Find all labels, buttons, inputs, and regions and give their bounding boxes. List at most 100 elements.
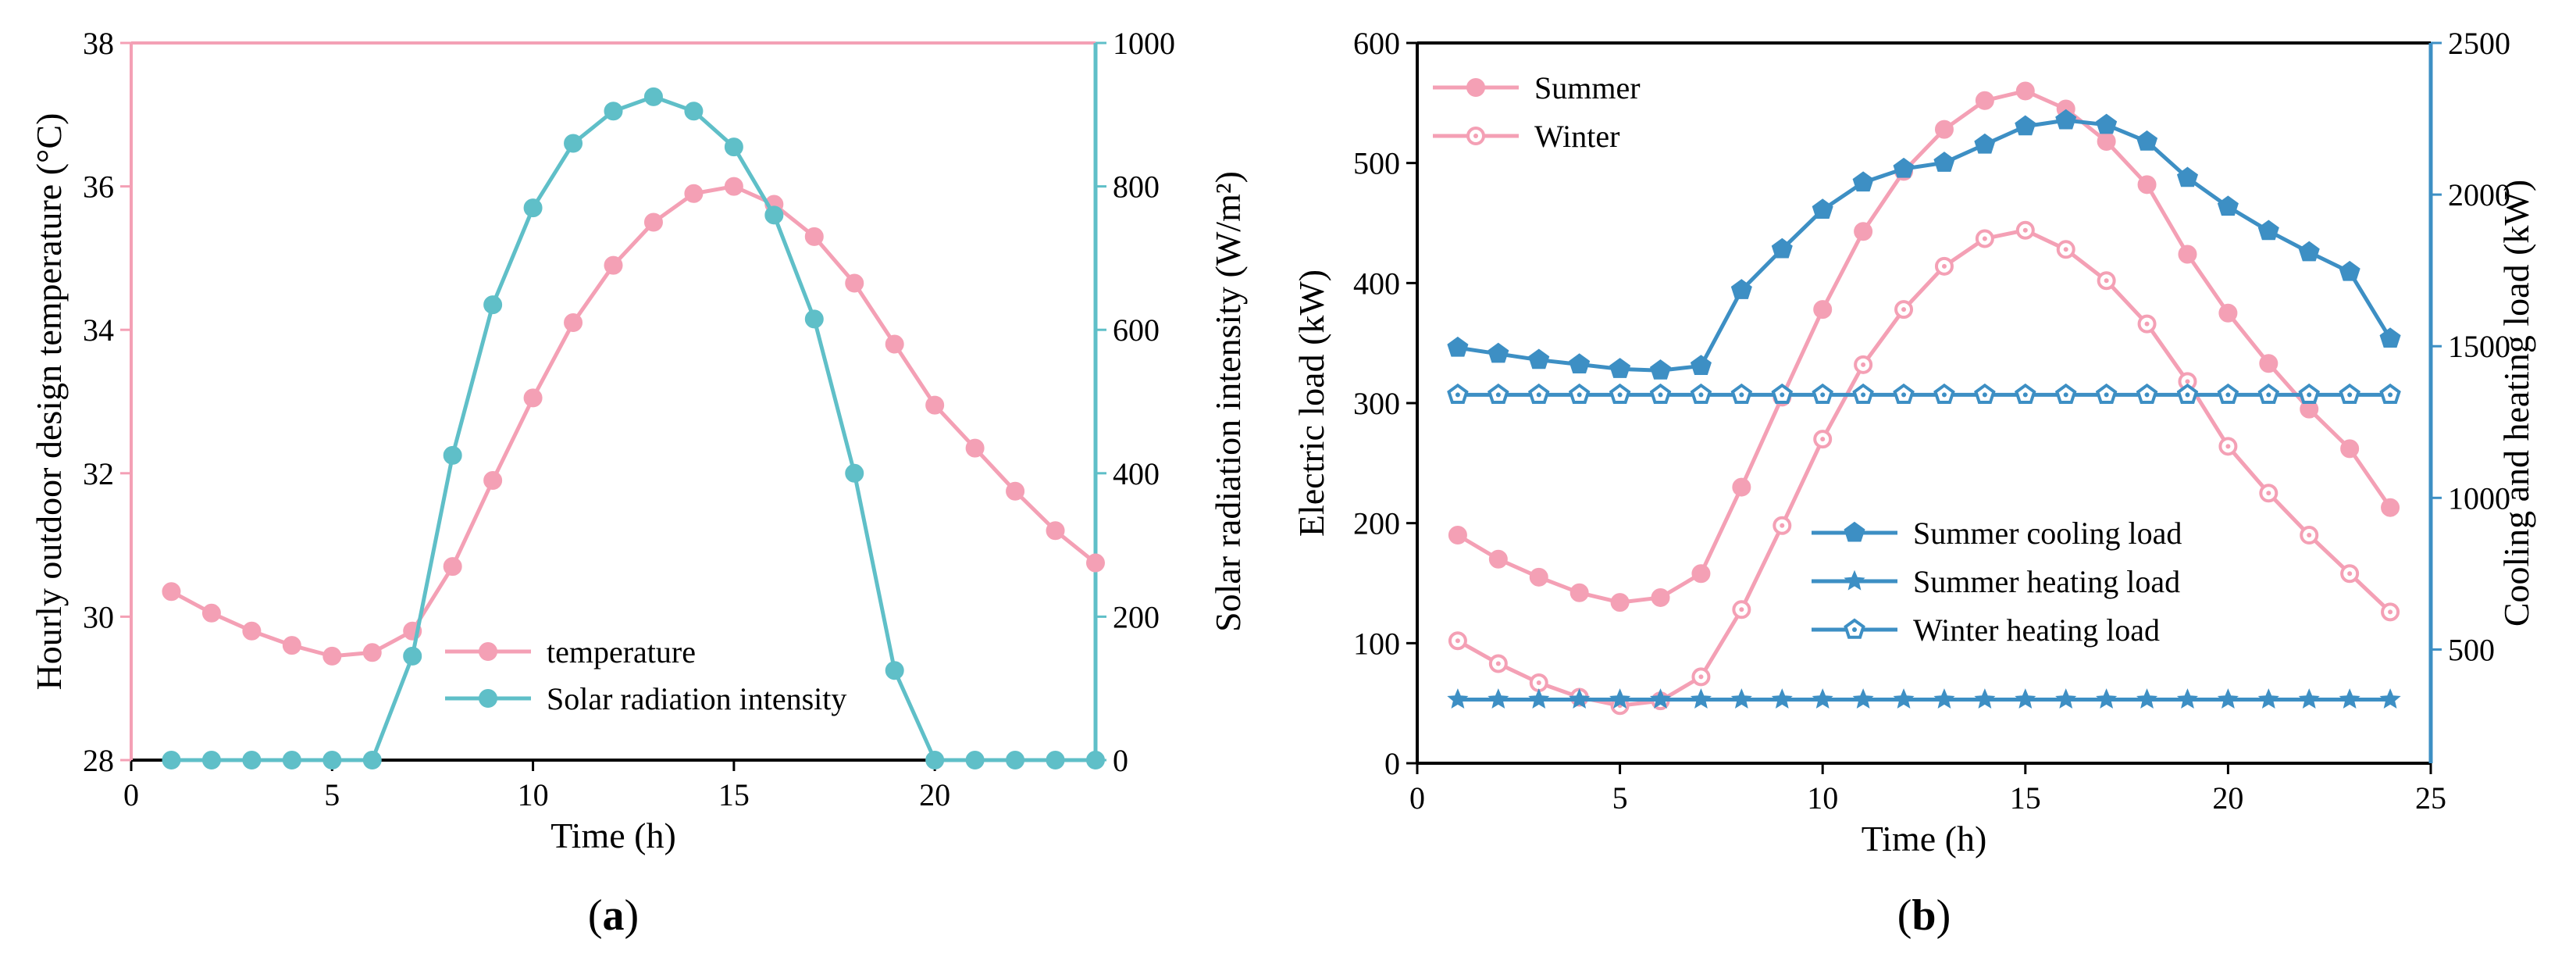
data-point bbox=[2176, 688, 2199, 709]
data-point bbox=[2257, 383, 2280, 405]
legend-marker-dot bbox=[1473, 134, 1478, 138]
data-point bbox=[523, 388, 543, 408]
data-point bbox=[2176, 166, 2199, 187]
data-point bbox=[724, 177, 743, 196]
data-point bbox=[403, 646, 422, 666]
series-0 bbox=[162, 177, 1105, 666]
data-point-dot bbox=[2104, 278, 2109, 284]
data-point bbox=[1812, 383, 1833, 405]
data-point bbox=[925, 751, 945, 769]
data-point-dot bbox=[1455, 638, 1460, 644]
data-point bbox=[2379, 327, 2401, 348]
data-point bbox=[2340, 439, 2360, 459]
data-point bbox=[362, 643, 382, 662]
chart-panel-a: 0 5 10 15 20 28 30 32 34 36 38 0 200 400 600 800 1000 Tim… bbox=[29, 26, 1248, 940]
y-right-tick-label: 1000 bbox=[1113, 26, 1175, 61]
data-point bbox=[2136, 383, 2158, 405]
data-point-dot bbox=[1577, 392, 1582, 398]
data-point-dot bbox=[2347, 571, 2353, 577]
data-point bbox=[1610, 593, 1630, 612]
data-point-dot bbox=[1780, 392, 1785, 398]
data-point bbox=[2015, 115, 2036, 136]
data-point bbox=[1006, 481, 1025, 501]
data-point bbox=[1609, 688, 1631, 709]
data-point-dot bbox=[1536, 392, 1541, 398]
legend-label: Winter bbox=[1534, 119, 1619, 154]
data-point bbox=[1086, 751, 1105, 769]
data-point-dot bbox=[1495, 661, 1501, 666]
data-point-dot bbox=[1739, 607, 1744, 612]
data-point bbox=[2218, 303, 2238, 323]
data-point bbox=[282, 636, 301, 655]
data-point bbox=[2056, 240, 2075, 259]
data-point bbox=[1006, 751, 1025, 769]
data-point-dot bbox=[2307, 533, 2312, 538]
data-point bbox=[2218, 437, 2238, 456]
data-point bbox=[764, 205, 784, 225]
data-point bbox=[1732, 477, 1751, 497]
data-point bbox=[1933, 152, 1955, 172]
data-point bbox=[1771, 237, 1793, 259]
data-point bbox=[604, 255, 623, 275]
data-point-dot bbox=[2185, 392, 2190, 398]
data-point bbox=[1690, 355, 1712, 375]
data-point bbox=[1529, 567, 1548, 587]
data-point bbox=[362, 751, 382, 769]
data-point bbox=[1448, 526, 1467, 545]
legend-marker bbox=[479, 689, 497, 708]
data-point bbox=[1730, 688, 1752, 709]
data-point bbox=[1488, 549, 1508, 569]
data-point bbox=[2217, 195, 2239, 216]
data-point bbox=[1771, 383, 1794, 405]
data-point bbox=[1934, 256, 1954, 276]
data-point bbox=[2096, 113, 2118, 134]
x-tick-label: 10 bbox=[1807, 780, 1838, 816]
data-point bbox=[201, 751, 221, 769]
y-left-tick-label: 300 bbox=[1353, 386, 1400, 421]
data-point-dot bbox=[2225, 392, 2231, 398]
data-point bbox=[1732, 600, 1751, 619]
data-point bbox=[2055, 109, 2077, 130]
data-point bbox=[1448, 631, 1467, 651]
data-point bbox=[483, 470, 503, 490]
data-point bbox=[2137, 175, 2157, 195]
y-left-tick-label: 600 bbox=[1353, 26, 1400, 61]
panel-label-letter: b bbox=[1912, 891, 1936, 940]
x-tick-label: 5 bbox=[324, 777, 340, 812]
data-point bbox=[322, 646, 342, 666]
data-point bbox=[1893, 157, 1915, 178]
y-right-tick-label: 2000 bbox=[2448, 177, 2510, 212]
data-point bbox=[1813, 430, 1833, 449]
data-point bbox=[1974, 383, 1996, 405]
data-point-dot bbox=[1982, 392, 1987, 398]
data-point bbox=[443, 557, 462, 577]
data-point bbox=[1529, 673, 1548, 693]
legend-label: Winter heating load bbox=[1913, 612, 2160, 648]
data-point bbox=[242, 751, 262, 769]
legend-marker bbox=[1844, 569, 1865, 591]
data-point bbox=[1527, 383, 1550, 405]
data-point bbox=[845, 273, 864, 293]
data-point bbox=[1974, 688, 1996, 709]
x-tick-label: 15 bbox=[2010, 780, 2041, 816]
legend: Summer cooling load Summer heating load Wi… bbox=[1812, 516, 2182, 648]
legend-marker bbox=[479, 642, 497, 661]
data-point bbox=[885, 334, 904, 354]
legend-label: Summer cooling load bbox=[1913, 516, 2182, 551]
data-point bbox=[1046, 751, 1065, 769]
data-point bbox=[1447, 688, 1469, 709]
legend: temperature Solar radiation intensity bbox=[445, 634, 846, 716]
y-right-tick-label: 0 bbox=[1113, 743, 1128, 778]
data-point bbox=[724, 137, 743, 157]
data-point-dot bbox=[1455, 392, 1460, 398]
data-point bbox=[1651, 587, 1670, 607]
data-point bbox=[2096, 688, 2118, 709]
data-point-dot bbox=[1698, 674, 1704, 680]
y-right-axis-title: Solar radiation intensity (W/m²) bbox=[1208, 171, 1248, 632]
data-point bbox=[2015, 688, 2036, 709]
data-point bbox=[2178, 245, 2197, 264]
x-tick-label: 0 bbox=[123, 777, 139, 812]
legend-marker bbox=[1844, 618, 1865, 639]
data-point bbox=[2136, 688, 2158, 709]
